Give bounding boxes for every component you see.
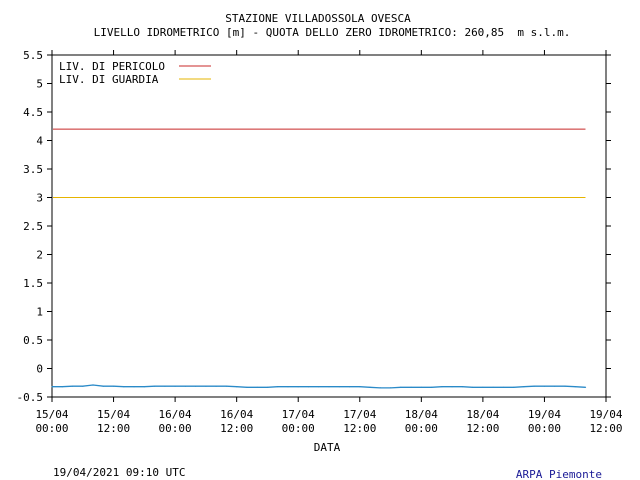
x-tick-label-time: 00:00 [282,422,315,435]
series-point [102,385,104,387]
footer-source: ARPA Piemonte [516,468,602,480]
y-tick-label: 2 [36,249,43,262]
chart-title: STAZIONE VILLADOSSOLA OVESCA [225,12,411,25]
series-point [543,385,546,387]
x-tick-label-day: 18/04 [466,408,499,421]
y-tick-label: -0.5 [17,391,44,404]
series-point [410,386,412,388]
series-point [297,386,299,388]
x-tick-label-time: 00:00 [528,422,561,435]
series-point [184,385,186,387]
x-tick-label-day: 18/04 [405,408,438,421]
series-point [584,386,587,388]
series-point [246,386,248,388]
series-point [390,387,392,389]
series-point [174,385,176,387]
series-point [564,385,566,387]
series-point [451,386,453,388]
y-tick-label: 2.5 [23,220,43,233]
y-tick-label: 0.5 [23,334,43,347]
series-point [82,385,84,387]
series-point [113,385,115,387]
x-tick-label-day: 16/04 [159,408,192,421]
series-point [379,387,381,389]
x-tick-label-day: 15/04 [97,408,130,421]
series-point [513,386,515,388]
series-point [420,386,422,388]
series-layer [51,384,587,389]
y-tick-label: 4 [36,135,43,148]
y-tick-label: 1 [36,306,43,319]
series-point [287,386,289,388]
x-axis-label: DATA [314,441,341,454]
x-tick-label-day: 16/04 [220,408,253,421]
x-tick-label-time: 12:00 [220,422,253,435]
y-tick-label: 0 [36,363,43,376]
y-tick-label: 4.5 [23,106,43,119]
legend-label: LIV. DI PERICOLO [59,60,165,73]
x-tick-label-time: 12:00 [466,422,499,435]
series-point [123,386,125,388]
series-point [338,386,340,388]
series-point [502,386,504,388]
x-tick-label-time: 12:00 [97,422,130,435]
x-tick-label-day: 17/04 [343,408,376,421]
series-point [143,386,145,388]
series-point [472,386,474,388]
series-point [554,385,556,387]
series-point [307,386,310,388]
x-axis: 15/0400:0015/0412:0016/0400:0016/0412:00… [35,50,623,435]
series-point [359,386,361,388]
series-point [61,386,63,388]
series-point [154,385,156,387]
series-point [71,385,74,387]
threshold-lines [53,128,586,198]
series-point [92,384,94,386]
series-point [133,386,135,388]
x-tick-label-day: 17/04 [282,408,315,421]
series-point [256,386,258,388]
chart-subtitle: LIVELLO IDROMETRICO [m] - QUOTA DELLO ZE… [94,26,571,39]
series-point [215,385,217,387]
y-axis: -0.5 0 0.5 1 1.5 2 2.5 3 3.5 4 4.5 5 5.5 [17,49,611,404]
series-point [195,385,197,387]
legend-label: LIV. DI GUARDIA [59,73,159,86]
series-point [369,386,371,388]
series-point [266,386,268,388]
series-point [164,385,166,387]
series-point [277,386,279,388]
x-tick-label-day: 19/04 [528,408,561,421]
series-point [441,386,443,388]
series-point [523,386,525,388]
series-point [225,385,227,387]
series-point [236,386,238,388]
series-point [431,386,433,388]
x-tick-label-day: 15/04 [35,408,68,421]
series-point [400,386,402,388]
series-point [51,386,53,388]
series-point [461,386,463,388]
y-tick-label: 3 [36,192,43,205]
series-point [205,385,207,387]
series-point [574,386,576,388]
series-point [533,385,535,387]
y-tick-label: 5.5 [23,49,43,62]
y-tick-label: 5 [36,78,43,91]
series-point [348,386,351,388]
series-point [482,386,484,388]
y-tick-label: 1.5 [23,277,43,290]
footer-timestamp: 19/04/2021 09:10 UTC [53,466,185,479]
x-tick-label-time: 12:00 [343,422,376,435]
x-tick-label-time: 00:00 [159,422,192,435]
series-point [492,386,494,388]
x-tick-label-time: 12:00 [589,422,622,435]
y-tick-label: 3.5 [23,163,43,176]
series-point [318,386,320,388]
x-tick-label-time: 00:00 [405,422,438,435]
x-tick-label-day: 19/04 [589,408,622,421]
x-tick-label-time: 00:00 [35,422,68,435]
series-point [328,386,330,388]
